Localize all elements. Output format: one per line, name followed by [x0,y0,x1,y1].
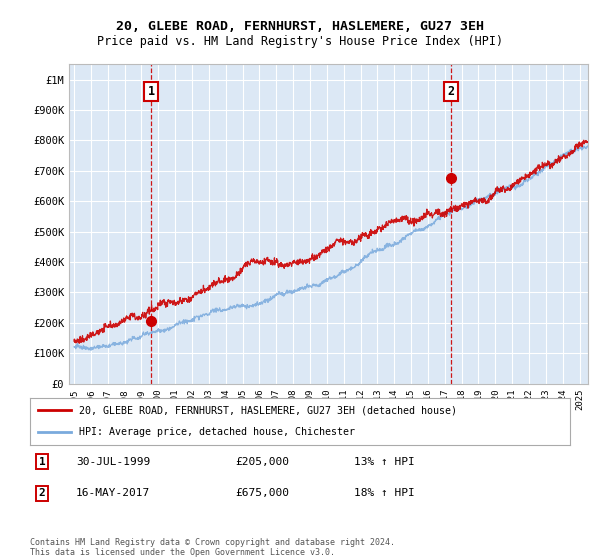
Text: 20, GLEBE ROAD, FERNHURST, HASLEMERE, GU27 3EH: 20, GLEBE ROAD, FERNHURST, HASLEMERE, GU… [116,20,484,32]
Text: HPI: Average price, detached house, Chichester: HPI: Average price, detached house, Chic… [79,427,355,437]
Text: £205,000: £205,000 [235,456,289,466]
Text: 2: 2 [38,488,45,498]
Text: 18% ↑ HPI: 18% ↑ HPI [354,488,415,498]
Text: 16-MAY-2017: 16-MAY-2017 [76,488,150,498]
Text: £675,000: £675,000 [235,488,289,498]
Text: 2: 2 [448,85,455,98]
Text: 13% ↑ HPI: 13% ↑ HPI [354,456,415,466]
Text: 1: 1 [148,85,155,98]
Text: Price paid vs. HM Land Registry's House Price Index (HPI): Price paid vs. HM Land Registry's House … [97,35,503,48]
Text: Contains HM Land Registry data © Crown copyright and database right 2024.
This d: Contains HM Land Registry data © Crown c… [30,538,395,557]
Text: 1: 1 [38,456,45,466]
Text: 20, GLEBE ROAD, FERNHURST, HASLEMERE, GU27 3EH (detached house): 20, GLEBE ROAD, FERNHURST, HASLEMERE, GU… [79,405,457,416]
Text: 30-JUL-1999: 30-JUL-1999 [76,456,150,466]
